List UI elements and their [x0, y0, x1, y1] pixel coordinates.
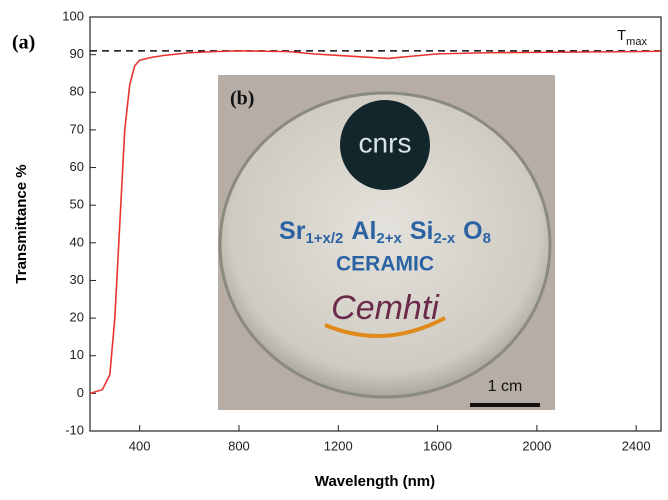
- reference-label: Tmax: [617, 27, 647, 48]
- panel-label: (a): [12, 32, 35, 54]
- y-tick-label: -10: [65, 422, 84, 437]
- formula-base: Si: [410, 217, 434, 245]
- x-tick-label: 800: [228, 438, 250, 453]
- formula-base: O: [463, 217, 482, 245]
- formula-base: Al: [351, 217, 376, 245]
- x-tick-label: 1600: [423, 438, 452, 453]
- data-line: [89, 50, 662, 395]
- y-tick-label: 10: [70, 347, 84, 362]
- logo-swoosh: [324, 316, 446, 338]
- x-tick-label: 400: [129, 438, 151, 453]
- ceramic-disk: [218, 91, 552, 399]
- y-tick-label: 50: [70, 197, 84, 212]
- y-tick-label: 0: [77, 385, 84, 400]
- formula-sub: 2+x: [376, 230, 402, 247]
- y-tick-label: 70: [70, 121, 84, 136]
- logo-bottom: Cemhti: [331, 289, 440, 327]
- formula: Sr1+x/2 Al2+x Si2-x O8: [279, 217, 491, 247]
- material: CERAMIC: [336, 253, 434, 276]
- y-tick-label: 60: [70, 159, 84, 174]
- reference-label-sub: max: [626, 36, 647, 48]
- scale-bar-label: 1 cm: [488, 378, 523, 395]
- plot-frame: [89, 16, 662, 432]
- logo-text: cnrs: [359, 127, 412, 158]
- reference-label-main: T: [617, 27, 626, 44]
- y-tick-label: 30: [70, 272, 84, 287]
- formula-base: Sr: [279, 217, 306, 245]
- formula-sub: 1+x/2: [305, 230, 343, 247]
- inset-panel-label: (b): [230, 88, 254, 110]
- x-axis-label: Wavelength (nm): [315, 473, 435, 490]
- y-tick-label: 20: [70, 310, 84, 325]
- formula-sub: 8: [483, 230, 491, 247]
- logo-circle: [340, 100, 430, 190]
- y-axis-label: Transmittance %: [13, 164, 30, 283]
- x-tick-label: 1200: [324, 438, 353, 453]
- inset-photo: cnrs Sr1+x/2 Al2+x Si2-x O8 CERAMIC Cemhti …: [218, 75, 555, 410]
- x-tick-label: 2000: [522, 438, 551, 453]
- y-tick-label: 40: [70, 234, 84, 249]
- formula-sub: 2-x: [433, 230, 455, 247]
- x-tick-label: 2400: [622, 438, 651, 453]
- y-tick-label: 80: [70, 84, 84, 99]
- y-tick-label: 100: [62, 8, 84, 23]
- y-tick-label: 90: [70, 46, 84, 61]
